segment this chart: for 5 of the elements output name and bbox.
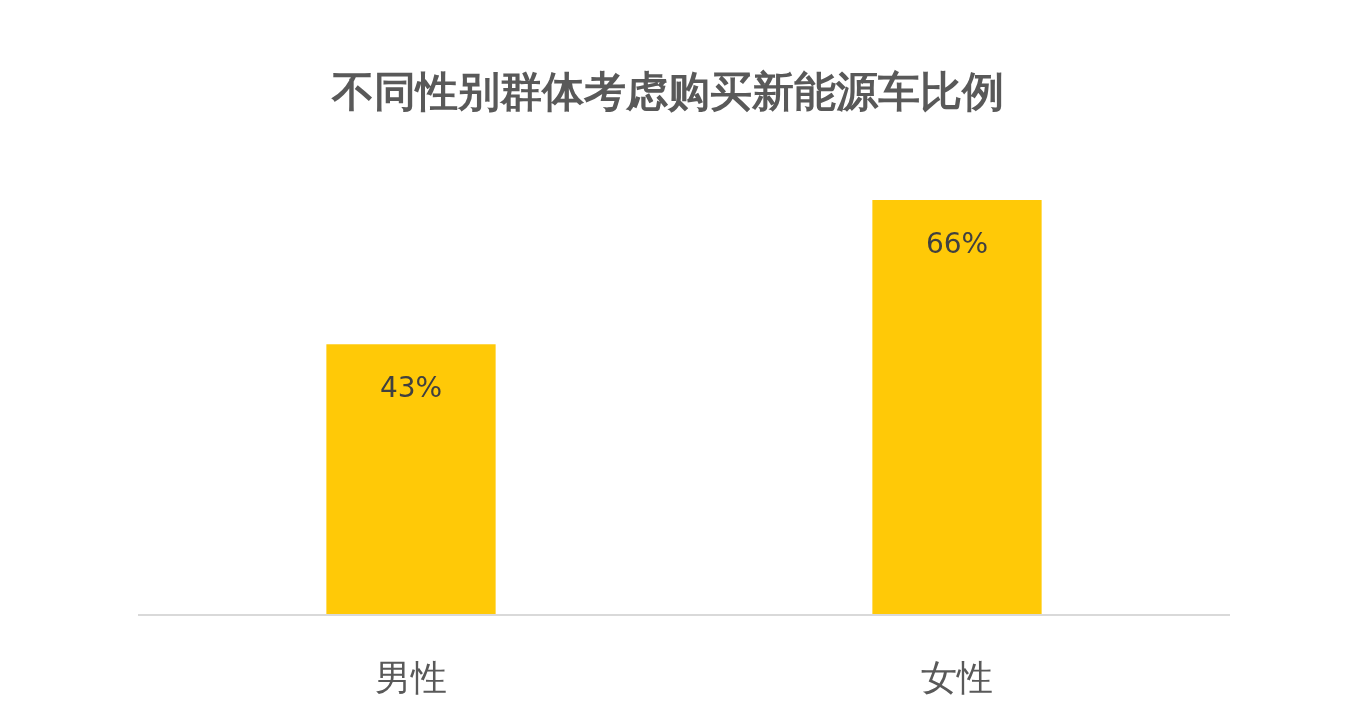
- chart-title: 不同性别群体考虑购买新能源车比例: [331, 67, 1004, 116]
- x-tick-label: 女性: [921, 657, 993, 698]
- x-tick-label: 男性: [375, 657, 447, 698]
- data-label: 43%: [379, 371, 443, 405]
- data-label: 66%: [925, 227, 989, 260]
